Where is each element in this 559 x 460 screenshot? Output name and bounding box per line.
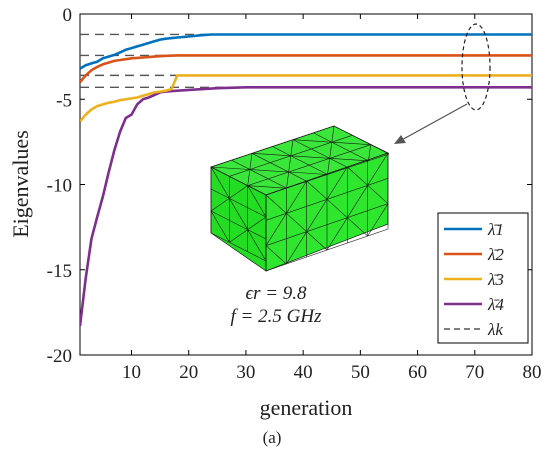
mesh-line bbox=[249, 153, 253, 170]
highlight-arrow bbox=[397, 103, 468, 143]
x-tick-label: 60 bbox=[408, 362, 427, 383]
series-line bbox=[80, 74, 532, 123]
legend-label: λ̄1 bbox=[487, 220, 504, 239]
mesh-line bbox=[247, 185, 267, 218]
legend: λ̄1 λ̄2 λ̄3 λ̄4 λk bbox=[437, 212, 529, 344]
mesh-line bbox=[329, 142, 333, 159]
legend-label: λ̄3 bbox=[487, 270, 504, 289]
mesh-line bbox=[286, 180, 307, 214]
mesh-lines bbox=[210, 125, 390, 272]
mesh-line bbox=[290, 155, 330, 159]
mesh-line bbox=[229, 229, 248, 243]
series-line bbox=[80, 54, 532, 84]
mesh-line bbox=[247, 229, 267, 262]
x-tick-label: 50 bbox=[351, 362, 370, 383]
epsilon-annotation: ϵr = 9.8 bbox=[245, 283, 307, 304]
y-axis-title: Eigenvalues bbox=[8, 130, 33, 238]
series-lines bbox=[80, 33, 532, 327]
mesh-line bbox=[265, 213, 287, 246]
mesh-line bbox=[347, 166, 368, 186]
mesh-line bbox=[286, 231, 307, 265]
mesh-line bbox=[306, 199, 328, 232]
legend-label: λ̄2 bbox=[487, 245, 504, 264]
mesh-line bbox=[210, 188, 267, 218]
mesh-line bbox=[272, 146, 328, 175]
mesh-line bbox=[288, 171, 328, 175]
mesh-line bbox=[210, 166, 230, 199]
mesh-line bbox=[286, 171, 289, 189]
mesh-line bbox=[247, 169, 251, 186]
mesh-line bbox=[306, 180, 328, 200]
x-tick-label: 40 bbox=[294, 362, 313, 383]
highlight-arrowhead bbox=[394, 135, 406, 144]
x-tick-label: 80 bbox=[523, 362, 542, 383]
mesh-line bbox=[231, 159, 287, 189]
mesh-line bbox=[249, 169, 289, 173]
highlight-ellipse bbox=[461, 23, 491, 111]
mesh-line bbox=[210, 166, 250, 170]
mesh-line bbox=[265, 245, 287, 265]
y-tick-label: -10 bbox=[47, 176, 72, 197]
mesh-line bbox=[210, 210, 267, 240]
mesh-line bbox=[347, 217, 368, 237]
mesh-line bbox=[313, 132, 369, 162]
x-tick-label: 10 bbox=[122, 362, 141, 383]
y-tick-label: -15 bbox=[47, 261, 72, 282]
mesh-line bbox=[326, 217, 348, 251]
mesh-line bbox=[251, 153, 308, 182]
mesh-line bbox=[286, 213, 307, 232]
legend-label: λk bbox=[487, 320, 503, 339]
mesh-line bbox=[265, 152, 389, 196]
x-axis-title: generation bbox=[260, 395, 353, 420]
mesh-line bbox=[229, 185, 248, 199]
axis-ticks: 10 20 30 40 50 60 70 80 0 -5 -10 -15 -20 bbox=[47, 5, 542, 383]
mesh-line bbox=[210, 210, 230, 243]
mesh-line bbox=[347, 185, 368, 218]
frequency-annotation: f = 2.5 GHz bbox=[231, 306, 323, 327]
mesh-line bbox=[326, 166, 348, 200]
series-line bbox=[80, 33, 532, 70]
y-tick-label: -5 bbox=[56, 90, 72, 111]
mesh-line bbox=[229, 198, 248, 230]
y-tick-label: 0 bbox=[63, 5, 73, 26]
mesh-line bbox=[306, 231, 328, 251]
y-tick-label: -20 bbox=[47, 346, 72, 367]
mesh-line bbox=[210, 166, 267, 196]
legend-label: λ̄4 bbox=[487, 295, 504, 314]
mesh-line bbox=[247, 216, 267, 230]
mesh-line bbox=[265, 203, 389, 246]
series-line bbox=[80, 86, 532, 327]
mesh-line bbox=[288, 155, 292, 173]
x-tick-label: 30 bbox=[236, 362, 255, 383]
mesh-box-illustration bbox=[210, 125, 390, 272]
figure-caption: (a) bbox=[263, 428, 282, 447]
x-tick-label: 20 bbox=[179, 362, 198, 383]
zoom-highlight bbox=[394, 23, 491, 144]
mesh-line bbox=[329, 158, 369, 162]
mesh-line bbox=[367, 203, 389, 237]
mesh-line bbox=[333, 125, 390, 155]
mesh-line bbox=[210, 198, 230, 212]
mesh-line bbox=[265, 194, 287, 214]
mesh-line bbox=[292, 139, 349, 168]
mesh-line bbox=[326, 199, 348, 218]
mesh-line bbox=[210, 125, 335, 168]
mesh-line bbox=[247, 144, 371, 186]
mesh-line bbox=[290, 139, 294, 156]
mesh-line bbox=[327, 158, 330, 175]
mesh-line bbox=[292, 139, 332, 143]
mesh-line bbox=[368, 144, 371, 161]
mesh-line bbox=[247, 185, 287, 189]
mesh-line bbox=[251, 153, 291, 157]
mesh-line bbox=[331, 125, 335, 143]
x-tick-label: 70 bbox=[465, 362, 484, 383]
mesh-line bbox=[367, 185, 389, 204]
mesh-line bbox=[210, 232, 267, 262]
mesh-line bbox=[367, 152, 389, 186]
mesh-line bbox=[331, 141, 371, 145]
